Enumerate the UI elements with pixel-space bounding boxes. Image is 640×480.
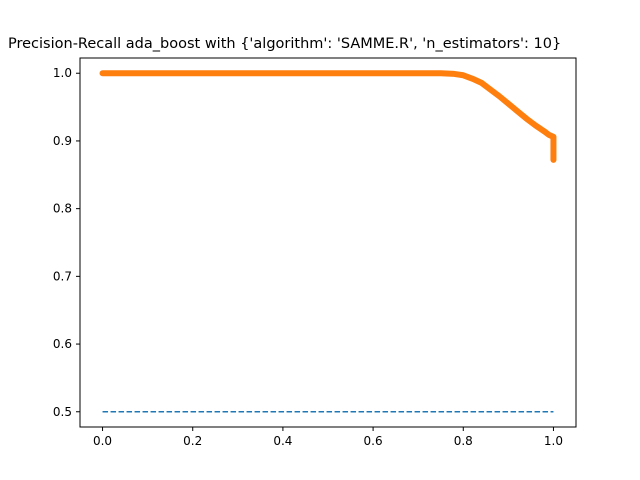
y-tick-label: 0.6	[53, 337, 72, 351]
y-tick-label: 0.8	[53, 202, 72, 216]
plot-area	[99, 70, 557, 413]
x-tick-label: 0.4	[273, 434, 292, 448]
y-tick-label: 0.7	[53, 269, 72, 283]
chart-title: Precision-Recall ada_boost with {'algori…	[8, 36, 561, 52]
y-tick-label: 1.0	[53, 66, 72, 80]
axes-frame	[79, 57, 577, 428]
x-tick-label: 0.8	[454, 434, 473, 448]
x-tick-label: 0.6	[364, 434, 383, 448]
y-tick-label: 0.9	[53, 134, 72, 148]
y-tick-label: 0.5	[53, 405, 72, 419]
axes: 0.0 0.2 0.4 0.6 0.8 1.0 0.5 0.6 0.7 0.8 0.9 1.0	[53, 57, 577, 448]
x-tick-label: 1.0	[544, 434, 563, 448]
x-tick-label: 0.0	[93, 434, 112, 448]
x-tick-label: 0.2	[183, 434, 202, 448]
precision-recall-curve	[99, 70, 557, 163]
